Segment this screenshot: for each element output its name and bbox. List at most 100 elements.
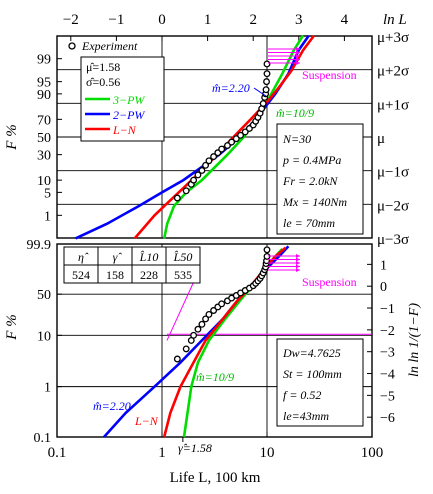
condition-line: Dw=4.7625 <box>282 346 341 360</box>
y-tick-label: 10 <box>37 329 51 344</box>
experiment-point <box>263 70 271 78</box>
bottom-y-axis-label: F % <box>4 314 20 340</box>
y-tick-label: 1 <box>44 381 51 396</box>
experiment-point <box>182 187 190 195</box>
ln-tick-label: 1 <box>204 12 212 28</box>
annotation-m-3pw: m̂=10/9 <box>276 106 314 120</box>
experiment-point <box>182 345 190 353</box>
guide-line <box>166 281 195 341</box>
table-value-cell <box>165 264 201 284</box>
sigma-tick-label: μ−1σ <box>377 165 409 181</box>
lnln-tick-label: −2 <box>380 324 395 339</box>
ln-tick-label: 2 <box>249 12 257 28</box>
conditions-frame <box>276 123 364 235</box>
table-value: 158 <box>106 268 124 282</box>
condition-line: Mx = 140Nm <box>282 195 347 209</box>
condition-line: St = 100mm <box>283 367 342 381</box>
suspension-arrowhead <box>296 54 300 58</box>
lnln-tick-label: −6 <box>380 411 395 426</box>
top-panel: 9995907050301051μ+3σμ+2σμ+1σμμ−1σμ−2σμ−3… <box>37 12 409 248</box>
ln-tick-label: 4 <box>341 12 349 28</box>
legend-mu: μ̂=1.58 <box>86 60 120 74</box>
suspension-arrowhead <box>296 257 300 262</box>
suspension-arrowhead <box>296 47 300 51</box>
experiment-point <box>241 128 249 136</box>
y-tick-label: 99 <box>37 53 51 68</box>
sigma-tick-label: μ−2σ <box>377 198 409 214</box>
legend: Experiment μ̂=1.58σ̂=0.56 3−PW2−PWL−N <box>68 39 165 142</box>
experiment-point <box>205 310 213 318</box>
condition-line: f = 0.52 <box>283 388 321 402</box>
table-header: η̂ <box>78 250 89 264</box>
condition-line: le=43mm <box>283 409 329 423</box>
sigma-tick-label: μ+3σ <box>377 30 409 46</box>
suspension-arrowhead <box>296 261 300 265</box>
lnln-tick-label: −5 <box>380 389 395 404</box>
experiment-point <box>190 331 198 339</box>
sigma-tick-label: μ−3σ <box>377 232 409 248</box>
y-tick-label: 95 <box>37 76 51 91</box>
annotation-ln: L−N <box>134 414 159 428</box>
suspension-label: Suspension <box>302 275 357 289</box>
experiment-point <box>198 320 206 328</box>
annotation-gamma: γ̂=1.58 <box>178 441 212 455</box>
legend-experiment-label: Experiment <box>81 39 138 53</box>
legend-entry-2−PW: 2−PW <box>113 108 145 122</box>
suspension-label: Suspension <box>302 68 357 82</box>
experiment-point <box>173 194 181 202</box>
bottom-plot-frame <box>56 243 373 438</box>
experiment-point <box>232 135 240 143</box>
experiment-point <box>237 131 245 139</box>
condition-line: p = 0.4MPa <box>282 153 341 167</box>
legend-entry-3−PW: 3−PW <box>112 93 145 107</box>
legend-experiment-marker <box>68 42 76 50</box>
suspension-arrowhead <box>296 268 300 272</box>
ln-tick-label: 0 <box>158 12 166 28</box>
experiment-point <box>259 100 267 107</box>
table-value: 228 <box>140 268 158 282</box>
ln-tick-label: 3 <box>295 12 303 28</box>
figure-labels: F % ln ln 1/(1−F) F % <box>4 124 422 377</box>
lnln-tick-label: −3 <box>380 346 395 361</box>
conditions-box: N=30 p = 0.4MPa Fr = 2.0kN Mx = 140Nm le = 7… <box>276 123 364 235</box>
x-tick-label: 100 <box>361 445 384 461</box>
x-tick-label: 1 <box>158 445 166 461</box>
sigma-tick-label: μ+1σ <box>377 97 409 113</box>
y-tick-label: 10 <box>37 174 51 189</box>
experiment-point <box>263 78 270 86</box>
y-tick-label: 70 <box>37 113 51 128</box>
experiment-point <box>194 171 202 179</box>
y-tick-label: 50 <box>37 131 51 146</box>
conditions-frame <box>276 338 364 427</box>
suspension-arrowhead <box>296 254 300 258</box>
table-header: L̂10 <box>139 250 159 264</box>
annotation-m-2pw: m̂=2.20 <box>212 81 250 95</box>
annotation-m-2pw: m̂=2.20 <box>93 399 131 413</box>
y-tick-label: 5 <box>44 186 51 201</box>
condition-line: Fr = 2.0kN <box>282 174 338 188</box>
annotation-leader <box>253 87 267 97</box>
legend-sigma: σ̂=0.56 <box>86 75 120 89</box>
ln-tick-label: −2 <box>63 12 79 28</box>
lnln-tick-label: 0 <box>380 280 387 295</box>
experiment-point <box>190 176 198 184</box>
table-value: 535 <box>174 268 192 282</box>
legend-entry-L−N: L−N <box>112 123 137 137</box>
condition-line: N=30 <box>282 132 311 146</box>
y-tick-label: 30 <box>37 149 51 164</box>
experiment-point <box>194 325 202 333</box>
experiment-point <box>210 153 218 161</box>
table-value: 524 <box>72 268 90 282</box>
y-tick-label: 99.9 <box>27 238 52 253</box>
experiment-point <box>202 161 210 169</box>
y-tick-label: 0.1 <box>34 431 52 446</box>
lnln-tick-label: 1 <box>380 258 387 273</box>
experiment-point <box>218 300 226 308</box>
top-y-axis-label: F % <box>4 124 20 150</box>
experiment-point <box>263 246 271 254</box>
condition-line: le = 70mm <box>283 216 335 230</box>
conditions-box: Dw=4.7625 St = 100mm f = 0.52 le=43mm <box>276 338 364 427</box>
experiment-point <box>202 315 210 323</box>
